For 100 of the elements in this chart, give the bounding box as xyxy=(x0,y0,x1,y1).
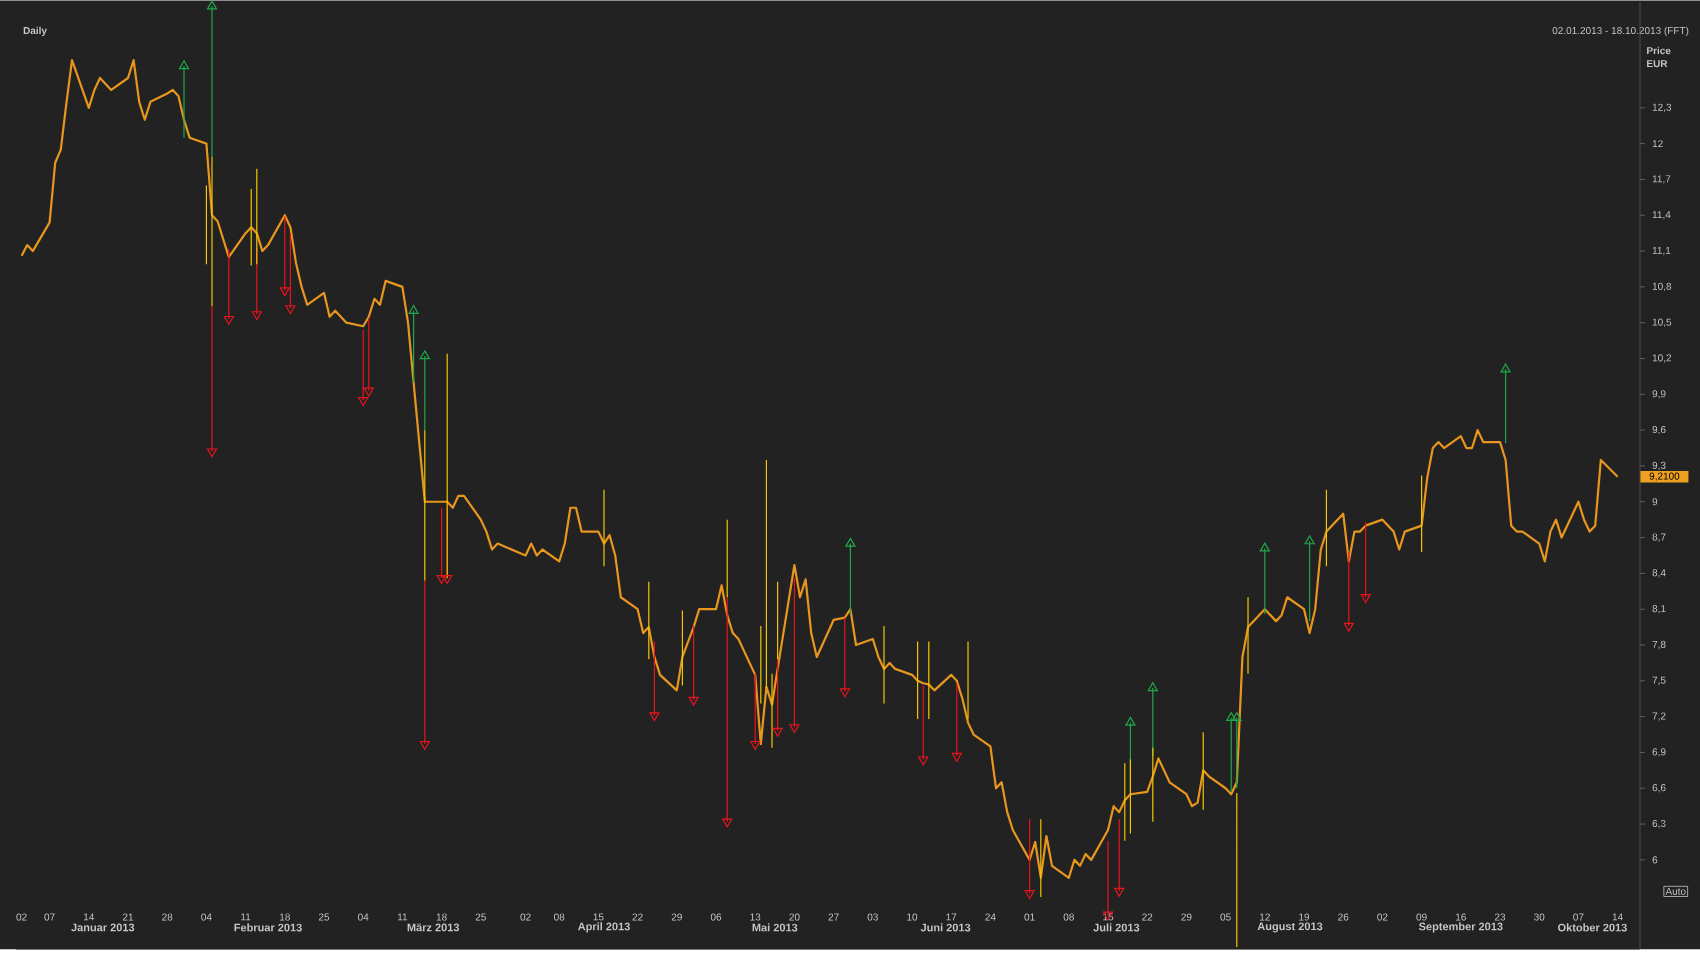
point xyxy=(279,287,290,297)
point xyxy=(789,723,800,733)
y-tick-label: 10,2 xyxy=(1652,354,1672,363)
point xyxy=(285,304,296,314)
x-tick-label: 22 xyxy=(632,913,643,921)
x-tick-label: 10 xyxy=(907,913,918,921)
point xyxy=(688,696,699,706)
point xyxy=(178,60,190,70)
y-tick-label: 10,5 xyxy=(1652,318,1672,327)
y-tick-label: 6,9 xyxy=(1652,748,1666,757)
y-tick-label: 11,7 xyxy=(1652,175,1671,184)
y-tick-label: 6 xyxy=(1652,856,1658,864)
x-tick-label: 02 xyxy=(16,913,27,921)
text: Auto xyxy=(1665,887,1686,895)
annotation: Juli 2013 xyxy=(1093,923,1140,932)
y-tick-label: 7,2 xyxy=(1652,712,1666,721)
x-tick-label: 25 xyxy=(475,913,486,921)
x-tick-label: 18 xyxy=(280,913,290,921)
x-tick-label: 30 xyxy=(1534,913,1545,921)
y-tick-label: 8,7 xyxy=(1652,533,1666,542)
x-tick-label: 16 xyxy=(1456,913,1466,921)
x-tick-label: 03 xyxy=(867,913,878,921)
x-tick-label: 24 xyxy=(985,913,996,921)
y-tick-label: 12 xyxy=(1652,139,1663,147)
annotation: Mai 2013 xyxy=(752,923,798,932)
annotation: März 2013 xyxy=(407,923,460,932)
text: 9,2100 xyxy=(1649,472,1680,481)
x-tick-label: 04 xyxy=(358,913,369,921)
x-tick-label: 21 xyxy=(122,913,134,921)
x-tick-label: 18 xyxy=(436,913,447,921)
x-tick-label: 14 xyxy=(84,913,95,921)
x-tick-label: 08 xyxy=(1063,913,1074,921)
x-tick-label: 05 xyxy=(1220,913,1231,921)
y-tick-label: 9,3 xyxy=(1652,461,1666,470)
point xyxy=(223,315,234,325)
y-tick-label: 7,5 xyxy=(1652,676,1666,685)
annotation: Februar 2013 xyxy=(234,923,302,932)
point xyxy=(206,0,218,10)
x-tick-label: 11 xyxy=(397,913,408,921)
y-tick-label: 9 xyxy=(1652,498,1658,506)
annotation: Oktober 2013 xyxy=(1558,923,1627,932)
point xyxy=(750,740,761,750)
x-tick-label: 13 xyxy=(750,913,761,921)
x-tick-label: 09 xyxy=(1416,913,1427,921)
point xyxy=(419,350,430,360)
x-tick-label: 28 xyxy=(162,913,173,921)
point xyxy=(649,712,660,722)
y-tick-label: 8,1 xyxy=(1652,604,1666,614)
point xyxy=(722,818,733,828)
point xyxy=(436,574,447,584)
x-tick-label: 07 xyxy=(44,913,55,921)
annotation: Juni 2013 xyxy=(920,923,971,932)
x-tick-label: 12 xyxy=(1260,913,1270,921)
x-tick-label: 20 xyxy=(789,913,800,921)
x-tick-label: 17 xyxy=(946,913,957,921)
x-tick-label: 27 xyxy=(828,913,839,921)
annotation: Januar 2013 xyxy=(71,923,135,932)
y-tick-label: 12,3 xyxy=(1652,103,1672,112)
x-tick-label: 06 xyxy=(710,913,722,921)
y-tick-label: 7,8 xyxy=(1652,640,1666,649)
point xyxy=(206,448,218,458)
text: 02.01.2013 - 18.10.2013 (FFT) xyxy=(1552,26,1689,36)
point xyxy=(1114,887,1125,897)
x-tick-label: 14 xyxy=(1612,913,1623,921)
point xyxy=(772,727,783,737)
point xyxy=(1500,363,1511,373)
x-tick-label: 29 xyxy=(671,913,682,921)
y-tick-label: 6,6 xyxy=(1652,783,1666,793)
y-tick-label: 8,4 xyxy=(1652,569,1666,578)
x-tick-label: 01 xyxy=(1024,913,1035,921)
text: Daily xyxy=(23,26,47,36)
x-tick-label: 02 xyxy=(1377,913,1388,921)
y-tick-label: 11,4 xyxy=(1652,210,1671,220)
point xyxy=(1343,622,1354,632)
point xyxy=(442,574,453,584)
x-tick-label: 23 xyxy=(1494,913,1506,921)
y-tick-label: 11,1 xyxy=(1652,246,1671,255)
point xyxy=(918,756,929,766)
x-tick-label: 04 xyxy=(201,913,212,921)
annotation: August 2013 xyxy=(1257,922,1323,933)
point xyxy=(363,387,374,397)
y-tick-label: 6,3 xyxy=(1652,819,1666,828)
point xyxy=(1360,593,1371,603)
annotation: April 2013 xyxy=(578,922,630,933)
point xyxy=(358,396,369,406)
point xyxy=(251,310,262,320)
x-tick-label: 25 xyxy=(318,913,330,921)
y-axis-title: Price EUR xyxy=(1647,46,1671,67)
annotation: September 2013 xyxy=(1418,922,1503,933)
y-tick-label: 9,6 xyxy=(1652,425,1666,435)
point xyxy=(1304,535,1315,545)
point xyxy=(839,688,850,698)
x-tick-label: 26 xyxy=(1338,913,1349,921)
y-tick-label: 10,8 xyxy=(1652,282,1672,291)
x-tick-label: 11 xyxy=(241,913,251,921)
point xyxy=(419,740,430,750)
x-tick-label: 22 xyxy=(1142,913,1153,921)
point xyxy=(1259,542,1270,552)
x-tick-label: 15 xyxy=(593,913,604,921)
x-tick-label: 08 xyxy=(554,913,565,921)
